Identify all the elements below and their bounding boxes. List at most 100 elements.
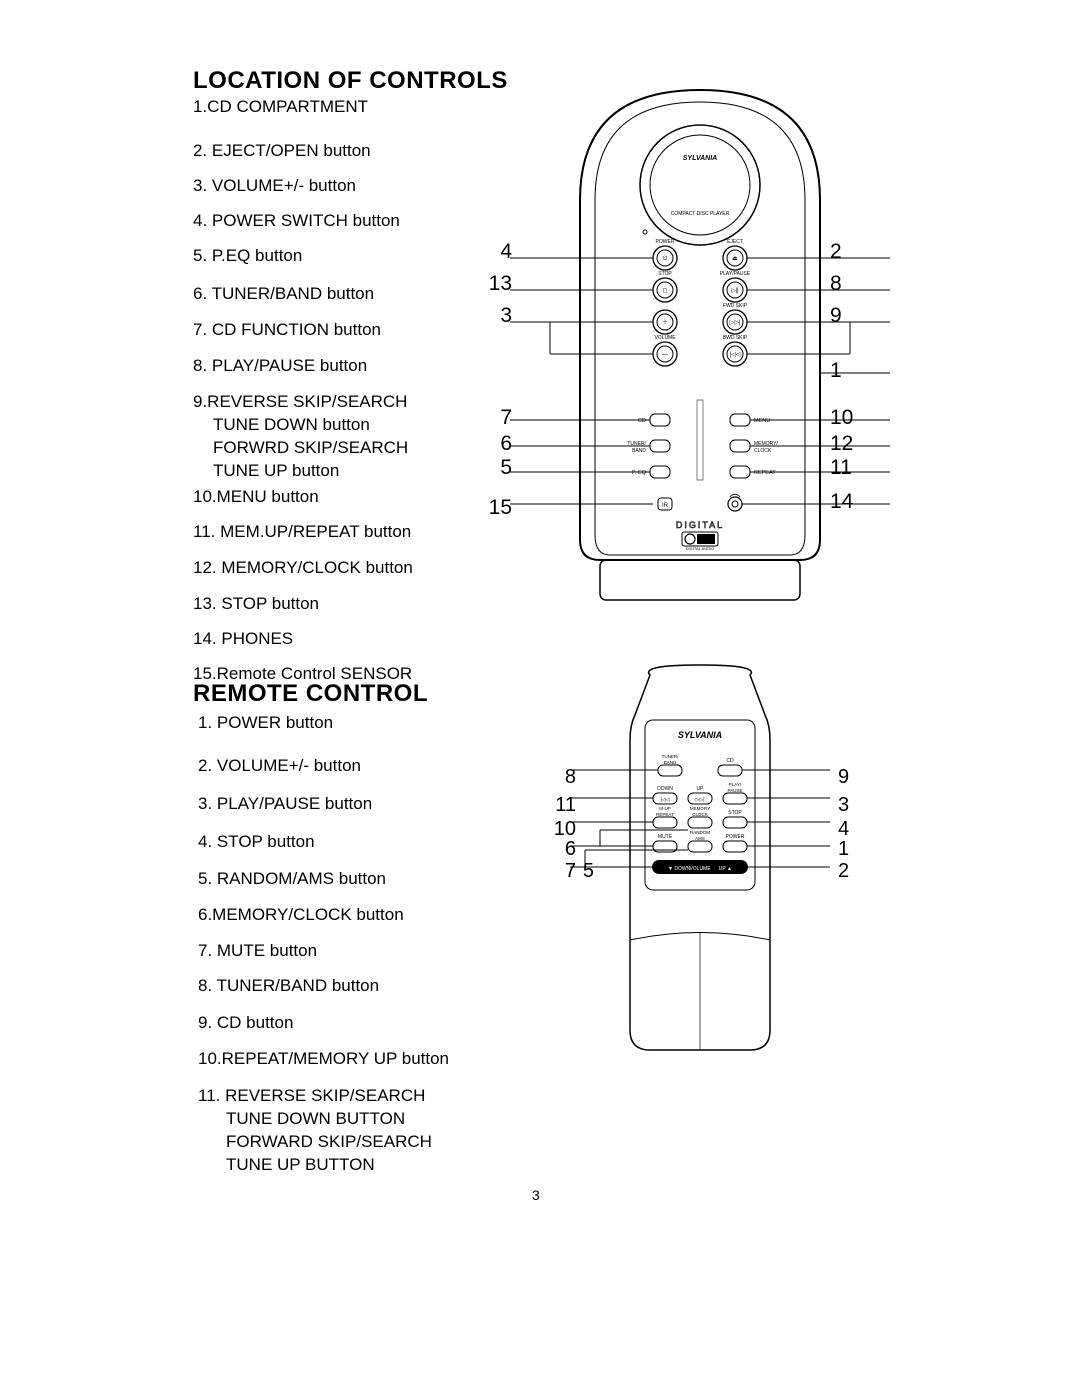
- svg-text:◻: ◻: [663, 288, 668, 294]
- svg-text:—: —: [662, 352, 668, 358]
- svg-text:⏻: ⏻: [663, 255, 668, 262]
- heading-remote-control: REMOTE CONTROL: [193, 680, 428, 708]
- svg-text:VOLUME: VOLUME: [654, 335, 676, 341]
- remote-callout-left-5: 5: [568, 860, 594, 883]
- svg-text:UP ▲: UP ▲: [719, 866, 732, 872]
- svg-text:⏏: ⏏: [732, 256, 738, 262]
- unit-callout-left-5: 5: [482, 456, 512, 480]
- remote-callout-left-6: 6: [550, 838, 576, 861]
- svg-text:▷▷|: ▷▷|: [730, 320, 741, 326]
- location-item-9: 9.REVERSE SKIP/SEARCHTUNE DOWN buttonFOR…: [193, 391, 408, 483]
- svg-text:▷∥: ▷∥: [731, 287, 739, 294]
- unit-callout-right-14: 14: [830, 490, 870, 514]
- heading-location-of-controls: LOCATION OF CONTROLS: [193, 67, 508, 95]
- remote-item-9: 9. CD button: [198, 1012, 293, 1035]
- svg-text:REPEAT: REPEAT: [656, 812, 674, 817]
- svg-text:▼ DOWN: ▼ DOWN: [668, 866, 691, 872]
- svg-text:SYLVANIA: SYLVANIA: [683, 155, 718, 162]
- svg-text:UP: UP: [697, 786, 705, 792]
- location-item-4: 4. POWER SWITCH button: [193, 210, 400, 233]
- svg-text:MUTE: MUTE: [658, 834, 673, 840]
- svg-text:BWD SKIP: BWD SKIP: [723, 335, 748, 341]
- remote-callout-left-8: 8: [550, 766, 576, 789]
- remote-item-6: 6.MEMORY/CLOCK button: [198, 904, 404, 927]
- unit-callout-left-7: 7: [482, 406, 512, 430]
- unit-callout-right-10: 10: [830, 406, 870, 430]
- svg-text:CLOCK: CLOCK: [754, 448, 772, 454]
- location-item-12: 12. MEMORY/CLOCK button: [193, 557, 413, 580]
- location-item-2: 2. EJECT/OPEN button: [193, 140, 371, 163]
- svg-text:REPEAT: REPEAT: [754, 470, 776, 476]
- location-item-11: 11. MEM.UP/REPEAT button: [193, 521, 411, 544]
- unit-callout-left-13: 13: [482, 272, 512, 296]
- remote-callout-left-11: 11: [550, 794, 576, 817]
- svg-text:POWER: POWER: [656, 239, 675, 245]
- remote-callout-right-9: 9: [838, 766, 868, 789]
- svg-text:|◁◁: |◁◁: [661, 797, 670, 803]
- svg-text:TUNER/: TUNER/: [662, 754, 679, 759]
- unit-callout-right-9: 9: [830, 304, 870, 328]
- svg-text:DIGITAL: DIGITAL: [676, 520, 724, 530]
- svg-text:VOLUME: VOLUME: [689, 866, 711, 872]
- remote-item-1: 1. POWER button: [198, 712, 333, 735]
- svg-text:PLAY/PAUSE: PLAY/PAUSE: [720, 271, 751, 277]
- svg-text:POWER: POWER: [726, 834, 745, 840]
- svg-text:MENU: MENU: [754, 418, 770, 424]
- unit-callout-left-4: 4: [482, 240, 512, 264]
- remote-item-8: 8. TUNER/BAND button: [198, 975, 379, 998]
- remote-callout-right-3: 3: [838, 794, 868, 817]
- unit-callout-right-1: 1: [830, 359, 870, 383]
- svg-text:|◁◁: |◁◁: [730, 352, 741, 358]
- unit-callout-left-6: 6: [482, 432, 512, 456]
- remote-item-11: 11. REVERSE SKIP/SEARCHTUNE DOWN BUTTONF…: [198, 1085, 432, 1177]
- svg-text:P. EQ: P. EQ: [632, 470, 647, 476]
- location-item-13: 13. STOP button: [193, 593, 319, 616]
- page-number: 3: [532, 1187, 540, 1203]
- svg-text:▷▷|: ▷▷|: [696, 797, 705, 803]
- svg-text:SYLVANIA: SYLVANIA: [678, 730, 722, 740]
- svg-text:BAND: BAND: [664, 760, 677, 765]
- location-item-14: 14. PHONES: [193, 628, 293, 651]
- unit-callout-left-15: 15: [482, 496, 512, 520]
- svg-text:MEMORY: MEMORY: [690, 806, 710, 811]
- svg-text:FWD SKIP: FWD SKIP: [723, 303, 748, 309]
- remote-item-10: 10.REPEAT/MEMORY UP button: [198, 1048, 449, 1071]
- unit-callout-left-3: 3: [482, 304, 512, 328]
- svg-text:COMPACT DISC PLAYER: COMPACT DISC PLAYER: [671, 211, 730, 217]
- svg-text:EJECT: EJECT: [727, 239, 743, 245]
- location-item-7: 7. CD FUNCTION button: [193, 319, 381, 342]
- unit-callout-right-8: 8: [830, 272, 870, 296]
- manual-page: LOCATION OF CONTROLS 1.CD COMPARTMENT 2. …: [0, 0, 1080, 1397]
- location-item-10: 10.MENU button: [193, 486, 319, 509]
- svg-text:CLOCK: CLOCK: [692, 812, 708, 817]
- remote-item-7: 7. MUTE button: [198, 940, 317, 963]
- unit-callout-right-2: 2: [830, 240, 870, 264]
- svg-text:IR: IR: [662, 503, 669, 509]
- svg-text:BAND: BAND: [632, 448, 646, 454]
- svg-text:PAUSE: PAUSE: [728, 788, 743, 793]
- unit-callout-right-12: 12: [830, 432, 870, 456]
- svg-text:STOP: STOP: [658, 271, 672, 277]
- remote-item-3: 3. PLAY/PAUSE button: [198, 793, 372, 816]
- svg-text:CD: CD: [638, 418, 646, 424]
- svg-text:STOP: STOP: [728, 810, 742, 816]
- svg-text:DOWN: DOWN: [657, 786, 673, 792]
- svg-text:RANDOM: RANDOM: [690, 830, 710, 835]
- unit-diagram: SYLVANIA COMPACT DISC PLAYER ⏻ POWER ⏏ EJEC…: [490, 80, 910, 620]
- remote-item-5: 5. RANDOM/AMS button: [198, 868, 386, 891]
- remote-callout-right-2: 2: [838, 860, 868, 883]
- unit-callout-right-11: 11: [830, 456, 870, 480]
- location-item-5: 5. P.EQ button: [193, 245, 302, 268]
- remote-callout-right-1: 1: [838, 838, 868, 861]
- svg-text:CD: CD: [726, 758, 734, 764]
- location-item-8: 8. PLAY/PAUSE button: [193, 355, 367, 378]
- remote-item-4: 4. STOP button: [198, 831, 315, 854]
- remote-item-2: 2. VOLUME+/- button: [198, 755, 361, 778]
- svg-text:DIGITAL AUDIO: DIGITAL AUDIO: [686, 546, 715, 551]
- location-item-3: 3. VOLUME+/- button: [193, 175, 356, 198]
- svg-text:＋: ＋: [662, 319, 668, 326]
- location-item-1: 1.CD COMPARTMENT: [193, 96, 368, 119]
- svg-text:AMS: AMS: [695, 836, 705, 841]
- svg-text:M-UP: M-UP: [659, 806, 671, 811]
- location-item-6: 6. TUNER/BAND button: [193, 283, 374, 306]
